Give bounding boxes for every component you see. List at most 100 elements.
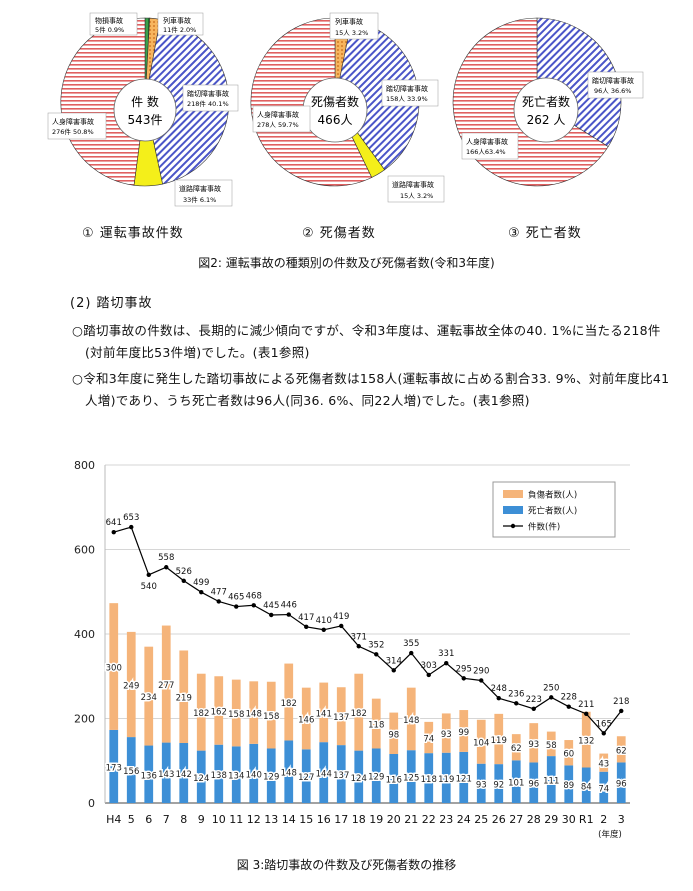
pie-title-operating-accidents: ① 運転事故件数 [82, 226, 184, 241]
x-tick-label: 3 [618, 813, 625, 826]
value-personal-injury: 166人63.4% [466, 148, 506, 156]
chart-grid [105, 464, 630, 804]
bar-injuries [511, 734, 521, 761]
bar-injuries [161, 625, 171, 743]
x-tick-label: 11 [229, 813, 243, 826]
fatalities-data-label: 121 [456, 774, 472, 784]
count-data-label: 295 [456, 664, 472, 674]
bar-injuries [581, 711, 591, 768]
bar-injuries [354, 673, 364, 751]
count-point [164, 565, 169, 570]
x-axis: H4 5 6 7 8 9 10 11 12 13 14 15 16 17 18 19 20 21 22 23 24 25 2… [106, 813, 625, 840]
pie-center [302, 77, 368, 143]
injuries-data-label: 146 [298, 716, 314, 726]
fatalities-data-label: 118 [421, 775, 437, 785]
center-label-line1: 死亡者数 [522, 94, 570, 109]
count-point [409, 650, 414, 656]
x-tick-label: 16 [317, 813, 331, 826]
count-point [234, 604, 239, 609]
pie-title-fatalities: ③ 死亡者数 [508, 226, 582, 241]
injuries-data-label: 132 [578, 737, 594, 747]
fatalities-data-label: 116 [386, 775, 402, 785]
count-point [269, 612, 274, 618]
count-point [321, 627, 326, 632]
count-point [339, 623, 344, 629]
injuries-data-label: 249 [123, 681, 139, 691]
bar-fatalities [494, 764, 504, 803]
bar-injuries [406, 687, 416, 751]
bar-fatalities [336, 745, 346, 803]
chart-bars: 1733001562491362341432771422191241821381… [104, 603, 628, 803]
count-data-label: 499 [193, 578, 209, 588]
x-tick-label: 30 [562, 813, 576, 826]
x-tick-label: 26 [492, 813, 506, 826]
bar-injuries [564, 740, 574, 766]
y-tick-label: 400 [74, 628, 95, 641]
pie-casualties: 死傷者数 466人 列車事故 15人 3.2% 踏切障害事故 158人 33.9… [250, 12, 445, 203]
x-tick-label: 15 [299, 813, 313, 826]
count-data-label: 248 [491, 684, 507, 694]
label-crossing-accident: 踏切障害事故 [592, 76, 634, 85]
bar-fatalities [144, 745, 154, 803]
value-train-accident: 15人 3.2% [335, 29, 368, 37]
fatalities-data-label: 173 [106, 763, 122, 773]
count-point [479, 678, 484, 683]
injuries-data-label: 182 [351, 709, 367, 719]
injuries-data-label: 234 [141, 693, 157, 703]
bar-injuries [616, 736, 626, 763]
count-point [461, 676, 466, 681]
center-label-line2: 466人 [318, 113, 353, 127]
value-road-accident: 33件 6.1% [183, 195, 216, 204]
count-point [251, 603, 256, 608]
bar-injuries [284, 663, 294, 741]
fatalities-data-label: 143 [158, 770, 174, 780]
fatalities-data-label: 96 [616, 780, 627, 790]
figure3-caption: 図 3:踏切事故の件数及び死傷者数の推移 [236, 858, 457, 872]
count-data-label: 477 [211, 587, 227, 597]
count-data-label: 410 [316, 616, 332, 626]
injuries-data-label: 137 [333, 713, 349, 723]
count-point [531, 706, 536, 711]
bar-fatalities [616, 762, 626, 803]
bar-fatalities [126, 737, 136, 803]
x-tick-label: 17 [334, 813, 348, 826]
count-point [391, 668, 396, 673]
paragraph-2: ○令和3年度に発生した踏切事故による死傷者数は158人(運転事故に占める割合33… [72, 371, 670, 408]
value-crossing-accident: 158人 33.9% [386, 95, 428, 103]
fatalities-data-label: 92 [493, 781, 504, 791]
count-point [356, 644, 361, 649]
bar-injuries [546, 731, 556, 757]
count-data-label: 218 [613, 697, 629, 707]
value-train-accident: 11件 2.0% [163, 25, 196, 34]
count-point [601, 731, 606, 736]
bar-injuries [599, 753, 609, 772]
bar-injuries [249, 681, 259, 744]
injuries-data-label: 277 [158, 681, 174, 691]
bar-injuries [109, 603, 119, 730]
fatalities-data-label: 127 [298, 773, 314, 783]
count-data-label: 526 [176, 567, 192, 577]
x-tick-label: 6 [145, 813, 152, 826]
x-tick-label: 12 [247, 813, 261, 826]
bar-injuries [424, 721, 434, 754]
section-heading: (2) 踏切事故 [70, 296, 153, 311]
bar-injuries [266, 681, 276, 749]
count-point [566, 704, 571, 709]
value-crossing-accident: 218件 40.1% [187, 99, 229, 108]
count-data-label: 446 [281, 601, 297, 611]
bar-injuries [301, 687, 311, 750]
injuries-data-label: 98 [388, 730, 399, 740]
label-personal-injury: 人身障害事故 [466, 137, 508, 146]
injuries-data-label: 148 [403, 716, 419, 726]
center-label-line1: 件 数 [131, 94, 159, 109]
y-tick-label: 800 [74, 459, 95, 472]
y-tick-label: 200 [74, 713, 95, 726]
count-data-label: 223 [526, 695, 542, 705]
bar-fatalities [564, 765, 574, 803]
x-tick-label: 18 [352, 813, 366, 826]
label-train-accident: 列車事故 [335, 17, 363, 26]
count-data-label: 250 [543, 683, 559, 693]
count-point [514, 701, 519, 706]
x-tick-label: 28 [527, 813, 541, 826]
